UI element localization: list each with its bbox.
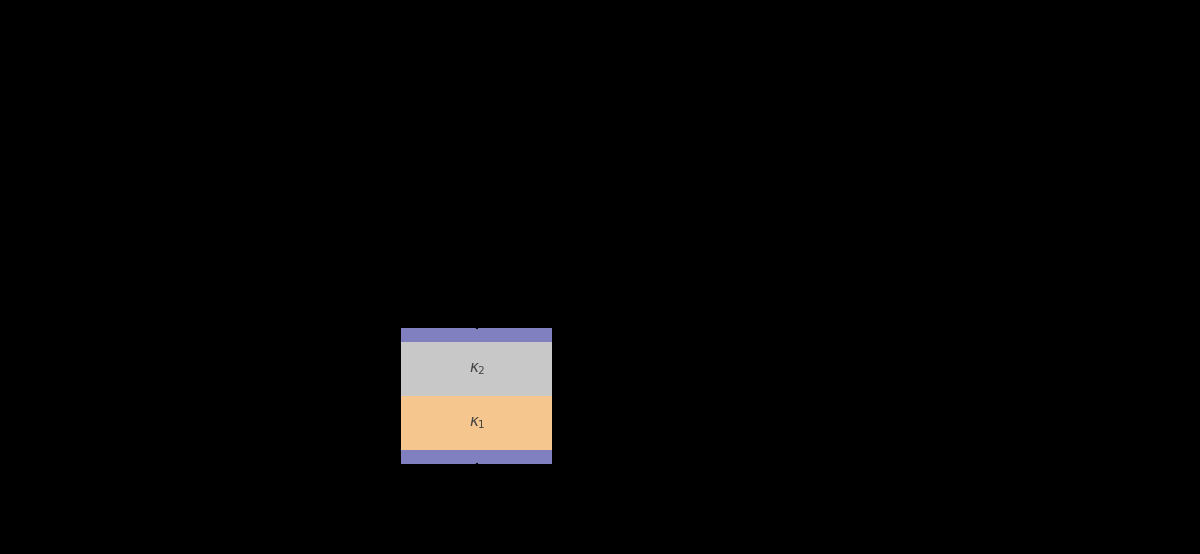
Text: 5.: 5. xyxy=(70,68,90,86)
Text: $\kappa_1$: $\kappa_1$ xyxy=(468,416,485,431)
Bar xyxy=(401,450,552,464)
Text: separation $d$ = 5.62 mm. The bottom half of the gap is filled with material of : separation $d$ = 5.62 mm. The bottom hal… xyxy=(133,133,946,156)
Bar xyxy=(401,396,552,450)
Bar xyxy=(401,342,552,396)
Text: The figure shows a parallel-plate capacitor with a plate area $A$ = 9.35 cm$^2$ : The figure shows a parallel-plate capaci… xyxy=(116,68,908,93)
Text: $d$: $d$ xyxy=(580,388,590,403)
Text: $\kappa_2$: $\kappa_2$ xyxy=(468,361,485,377)
Text: What is the capacitance?: What is the capacitance? xyxy=(133,265,370,284)
Text: constant $\kappa_1$ = 10.7; the top half is filled with material of dielectric c: constant $\kappa_1$ = 10.7; the top half… xyxy=(133,199,937,222)
Bar xyxy=(401,328,552,342)
